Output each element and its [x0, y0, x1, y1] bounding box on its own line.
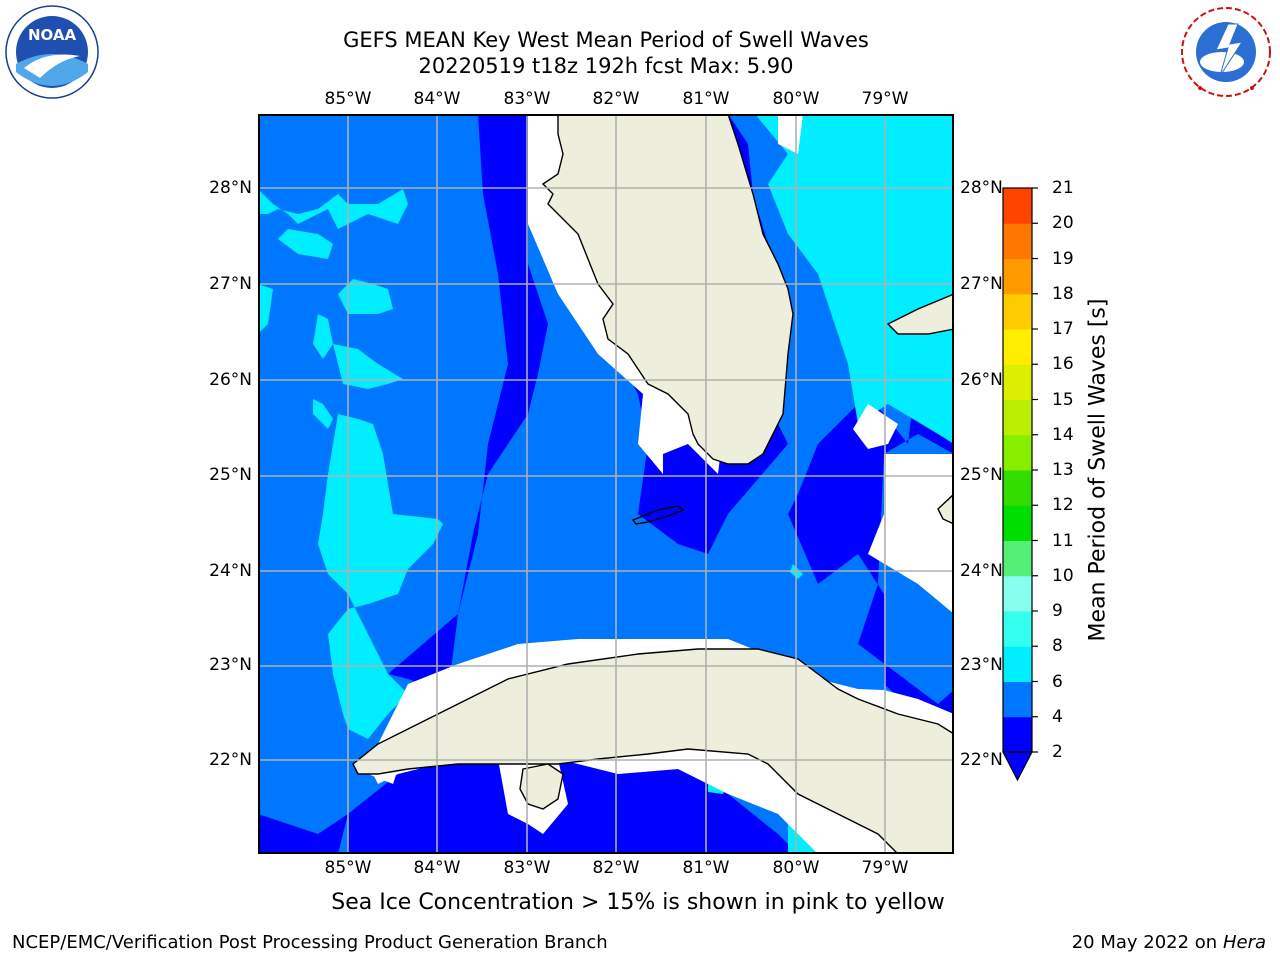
colorbar-tick-label: 17	[1052, 319, 1074, 339]
colorbar-tick-label: 4	[1052, 706, 1063, 727]
lon-label-top: 80°W	[772, 89, 820, 109]
lat-label-right: 23°N	[960, 655, 1003, 675]
colorbar-tick-label: 18	[1052, 283, 1074, 304]
colorbar-tick-label: 19	[1052, 248, 1074, 269]
colorbar-tick-label: 6	[1052, 671, 1063, 692]
lat-label-left: 28°N	[209, 178, 252, 198]
lon-label-bottom: 81°W	[682, 858, 730, 878]
colorbar-segment	[1003, 505, 1032, 541]
lat-label-right: 25°N	[960, 465, 1003, 485]
colorbar-segment	[1003, 575, 1032, 612]
footer-date-text: 20 May 2022 on	[1071, 932, 1218, 953]
cuba-landmass	[352, 648, 954, 854]
chart-title: GEFS MEAN Key West Mean Period of Swell …	[343, 28, 869, 52]
lon-label-top: 84°W	[413, 89, 461, 109]
map-panel	[258, 114, 954, 854]
colorbar-tick-label: 11	[1052, 530, 1074, 551]
footer-credit: NCEP/EMC/Verification Post Processing Pr…	[12, 932, 608, 953]
colorbar-segments	[1003, 188, 1032, 753]
colorbar-segment	[1003, 470, 1032, 506]
map-border	[258, 114, 954, 854]
chart-subtitle: 20220519 t18z 192h fcst Max: 5.90	[418, 54, 794, 78]
lat-label-right: 28°N	[960, 178, 1003, 198]
colorbar-tick-label: 13	[1052, 460, 1074, 480]
lon-label-top: 82°W	[592, 89, 640, 109]
lat-label-right: 22°N	[960, 750, 1003, 770]
lon-label-bottom: 82°W	[592, 858, 640, 878]
colorbar-tick-label: 12	[1052, 495, 1074, 516]
lower-keys	[631, 505, 685, 525]
lat-label-left: 24°N	[209, 561, 252, 581]
colorbar-segment	[1003, 716, 1032, 753]
footer-host: Hera	[1222, 932, 1266, 953]
colorbar-segment	[1003, 681, 1032, 718]
lat-label-left: 25°N	[209, 465, 252, 485]
lat-label-right: 27°N	[960, 274, 1003, 294]
lon-label-top: 81°W	[682, 89, 730, 109]
colorbar-segment	[1003, 258, 1032, 295]
colorbar-segment	[1003, 329, 1032, 365]
lon-label-bottom: 79°W	[861, 858, 909, 878]
lon-label-bottom: 84°W	[413, 858, 461, 878]
colorbar-tick-label: 21	[1052, 178, 1074, 198]
footer-date: 20 May 2022 on Hera	[1072, 932, 1266, 953]
colorbar-segment	[1003, 188, 1032, 224]
lat-label-left: 22°N	[209, 750, 252, 770]
lat-label-left: 26°N	[209, 370, 252, 390]
colorbar-tick-label: 2	[1052, 742, 1063, 762]
lon-label-bottom: 85°W	[324, 858, 372, 878]
colorbar-segment	[1003, 646, 1032, 682]
colorbar-tick-label: 8	[1052, 636, 1063, 657]
lon-label-bottom: 83°W	[503, 858, 551, 878]
colorbar-segment	[1003, 293, 1032, 330]
colorbar-segment	[1003, 540, 1032, 577]
colorbar-segment	[1003, 434, 1032, 471]
graticule	[258, 114, 954, 854]
colorbar-title: Mean Period of Swell Waves [s]	[1085, 298, 1111, 642]
colorbar-tick-label: 20	[1052, 213, 1074, 234]
lat-label-left: 27°N	[209, 274, 252, 294]
lat-label-left: 23°N	[209, 655, 252, 675]
colorbar-under-arrow	[1002, 751, 1033, 782]
colorbar-tick-label: 10	[1052, 565, 1074, 586]
isle-of-youth	[519, 763, 564, 810]
colorbar-tick-label: 14	[1052, 424, 1074, 445]
sea-ice-note: Sea Ice Concentration > 15% is shown in …	[331, 890, 945, 915]
andros-landmass	[937, 493, 954, 525]
colorbar-tick-label: 15	[1052, 389, 1074, 410]
land-areas	[352, 114, 954, 854]
lat-label-right: 24°N	[960, 561, 1003, 581]
lon-label-top: 79°W	[861, 89, 909, 109]
florida-landmass	[541, 114, 794, 465]
bahamas-landmass	[886, 293, 954, 335]
svg-text:NOAA: NOAA	[28, 26, 77, 44]
lat-label-right: 26°N	[960, 370, 1003, 390]
colorbar	[1002, 187, 1038, 782]
lon-label-top: 83°W	[503, 89, 551, 109]
nws-logo	[1176, 4, 1276, 100]
lon-label-top: 85°W	[324, 89, 372, 109]
colorbar-segment	[1003, 223, 1032, 259]
colorbar-tick-label: 16	[1052, 354, 1074, 375]
lon-label-bottom: 80°W	[772, 858, 820, 878]
colorbar-segment	[1003, 399, 1032, 436]
colorbar-segment	[1003, 364, 1032, 400]
colorbar-segment	[1003, 611, 1032, 647]
noaa-logo: NOAA	[2, 4, 102, 100]
colorbar-labels: 2 4 6 8 9 10 11 12 13 14 15 16 17 18 19 20 21	[1052, 0, 1074, 762]
colorbar-ticks	[1032, 187, 1038, 753]
colorbar-tick-label: 9	[1052, 601, 1063, 621]
